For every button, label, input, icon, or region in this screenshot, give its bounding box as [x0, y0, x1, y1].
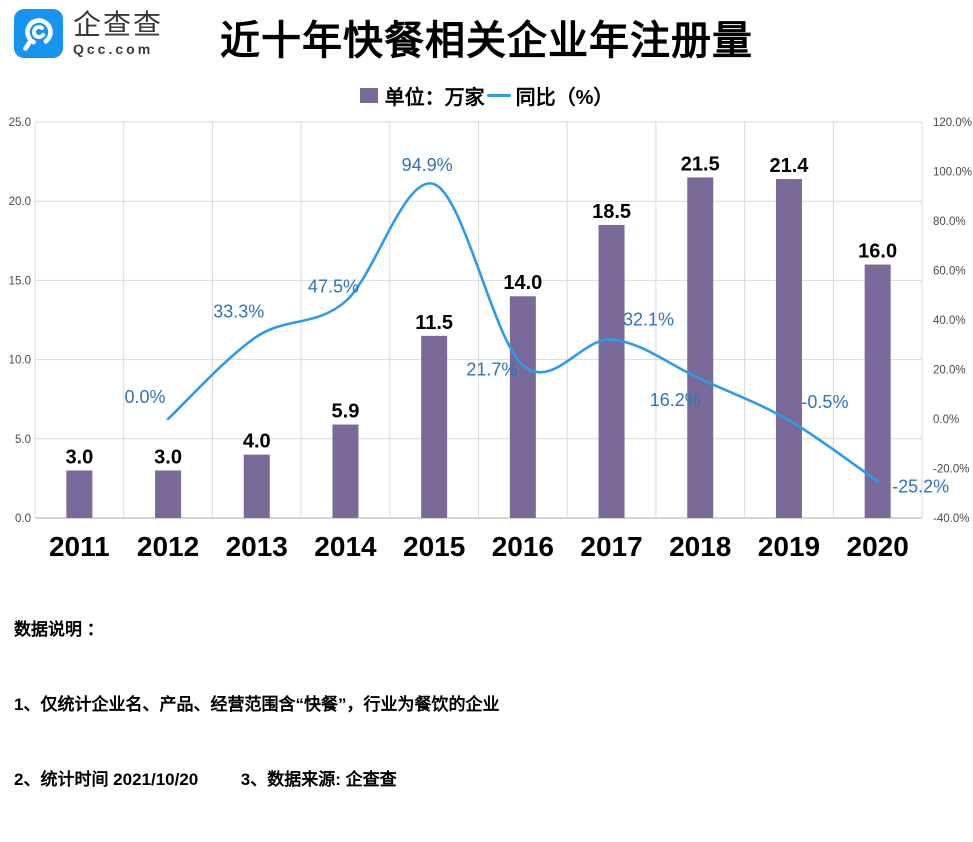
bar-value-2018: 21.5 [681, 153, 720, 175]
bar-value-2013: 4.0 [243, 431, 271, 453]
x-axis-labels: 2011 2012 2013 2014 2015 2016 2017 2018 2019 2020 [49, 531, 909, 562]
line-value-2014: 47.5% [308, 276, 359, 296]
trend-line [166, 182, 879, 483]
year-label-2016: 2016 [492, 531, 554, 562]
bar-series-label: 单位：万家 [384, 87, 485, 109]
right-tick-60.0%: 60.0% [933, 266, 966, 278]
left-tick-5.0: 5.0 [15, 434, 31, 446]
bar-2019 [775, 179, 802, 519]
left-tick-0.0: 0.0 [15, 513, 31, 525]
qcc-logo-text: 企查查 Qcc.com [73, 9, 163, 58]
left-tick-20.0: 20.0 [9, 196, 31, 208]
line-value-labels: 0.0% 33.3% 47.5% 94.9% 21.7% 32.1% 16.2% -0.5% -… [125, 155, 950, 496]
year-label-2017: 2017 [580, 531, 642, 562]
right-tick-100.0%: 100.0% [933, 167, 972, 179]
chart-title: 近十年快餐相关企业年注册量 [220, 19, 753, 63]
right-tick-120.0%: 120.0% [933, 117, 972, 129]
right-tick-80.0%: 80.0% [933, 216, 966, 228]
note-line-2: 2、统计时间 2021/10/20 3、数据来源: 企查查 [14, 770, 397, 789]
left-tick-10.0: 10.0 [9, 355, 31, 367]
brand-name-en: Qcc.com [73, 41, 154, 57]
year-label-2018: 2018 [669, 531, 731, 562]
year-label-2015: 2015 [403, 531, 465, 562]
note-line-1: 1、仅统计企业名、产品、经营范围含“快餐”，行业为餐饮的企业 [14, 695, 500, 714]
brand-name-cn: 企查查 [73, 9, 164, 40]
line-value-2019: -0.5% [801, 392, 848, 412]
year-label-2011: 2011 [49, 531, 110, 562]
left-tick-15.0: 15.0 [9, 275, 31, 287]
bar-2017 [598, 224, 625, 518]
left-tick-25.0: 25.0 [9, 117, 31, 129]
qcc-logo-icon [14, 9, 63, 58]
bar-value-2019: 21.4 [769, 155, 809, 177]
data-notes: 数据说明 ： 1、仅统计企业名、产品、经营范围含“快餐”，行业为餐饮的企业 2、… [14, 567, 499, 842]
year-label-2020: 2020 [847, 531, 909, 562]
bar-value-2014: 5.9 [332, 401, 360, 423]
line-value-2020: -25.2% [892, 476, 949, 496]
infographic-page: 企查查 Qcc.com 近十年快餐相关企业年注册量 单位：万家 同比（%） 0.… [0, 9, 973, 789]
right-tick-0.0%: 0.0% [933, 414, 959, 426]
bars [66, 177, 891, 519]
right-axis-ticks: -40.0% -20.0% 0.0% 20.0% 40.0% 60.0% 80.0% 100.… [933, 117, 972, 525]
left-axis-ticks: 0.0 5.0 10.0 15.0 20.0 25.0 [9, 117, 31, 525]
yoy-line [166, 182, 879, 483]
gridlines [34, 121, 923, 519]
bar-value-2012: 3.0 [154, 446, 182, 468]
bar-2014 [332, 424, 359, 518]
year-label-2012: 2012 [137, 531, 199, 562]
bar-value-2011: 3.0 [65, 446, 93, 468]
right-tick--20.0%: -20.0% [933, 464, 969, 476]
bar-2011 [66, 470, 93, 518]
line-series-swatch [486, 94, 511, 97]
qcc-logo: 企查查 Qcc.com [14, 9, 163, 58]
bar-value-labels: 3.0 3.0 4.0 5.9 11.5 14.0 18.5 21.5 21.4 16.0 [65, 153, 897, 468]
bar-value-2017: 18.5 [592, 201, 631, 223]
bar-2015 [421, 335, 448, 518]
notes-heading: 数据说明 ： [14, 620, 104, 639]
year-label-2019: 2019 [758, 531, 820, 562]
year-label-2013: 2013 [226, 531, 288, 562]
right-tick-20.0%: 20.0% [933, 365, 966, 377]
line-value-2012: 0.0% [125, 387, 166, 407]
bar-value-2015: 11.5 [415, 312, 453, 334]
bar-2013 [243, 454, 270, 518]
bar-value-2020: 16.0 [858, 241, 897, 263]
bar-series-swatch [359, 88, 378, 103]
bar-2018 [687, 177, 714, 518]
bar-2016 [509, 296, 536, 518]
line-value-2015: 94.9% [402, 155, 453, 175]
right-tick--40.0%: -40.0% [933, 513, 969, 525]
chart-legend: 单位：万家 同比（%） [0, 81, 973, 110]
right-tick-40.0%: 40.0% [933, 315, 966, 327]
bar-value-2016: 14.0 [503, 272, 542, 294]
line-series-label: 同比（%） [515, 87, 614, 109]
bar-2012 [155, 470, 182, 518]
combo-chart: 0.0 5.0 10.0 15.0 20.0 25.0 -40.0% -20.0% 0.0% 20… [9, 117, 972, 562]
line-value-2013: 33.3% [213, 302, 264, 322]
year-label-2014: 2014 [314, 531, 377, 562]
line-value-2018: 16.2% [650, 390, 701, 410]
line-value-2016: 21.7% [466, 359, 517, 379]
line-value-2017: 32.1% [623, 310, 674, 330]
